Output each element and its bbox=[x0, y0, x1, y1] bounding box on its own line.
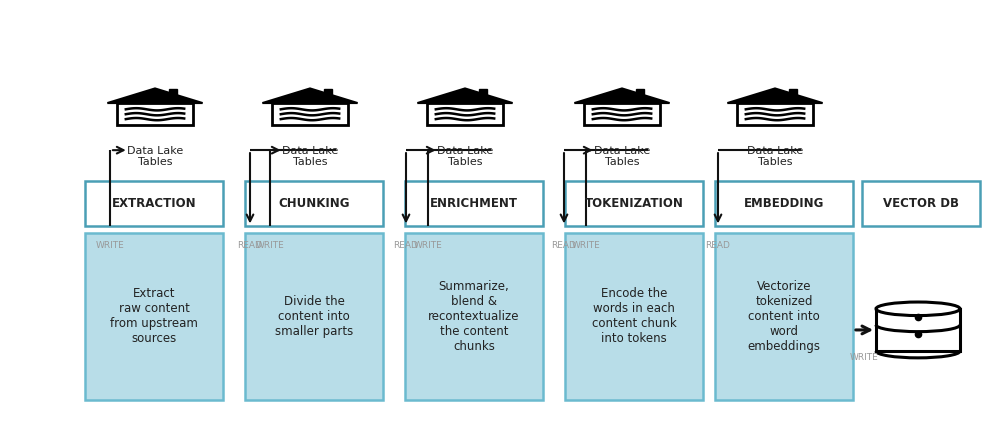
Bar bbox=[272, 103, 348, 125]
Polygon shape bbox=[574, 88, 670, 103]
Text: READ: READ bbox=[394, 241, 418, 250]
Text: Data Lake
Tables: Data Lake Tables bbox=[437, 146, 493, 167]
Text: ENRICHMENT: ENRICHMENT bbox=[430, 197, 518, 210]
Text: Encode the
words in each
content chunk
into tokens: Encode the words in each content chunk i… bbox=[592, 287, 676, 345]
FancyBboxPatch shape bbox=[405, 181, 543, 226]
Text: READ: READ bbox=[552, 241, 576, 250]
Text: Summarize,
blend &
recontextualize
the content
chunks: Summarize, blend & recontextualize the c… bbox=[428, 280, 520, 353]
FancyBboxPatch shape bbox=[85, 181, 223, 226]
Bar bbox=[876, 309, 960, 351]
Text: READ: READ bbox=[238, 241, 262, 250]
Text: Data Lake
Tables: Data Lake Tables bbox=[594, 146, 650, 167]
Text: Data Lake
Tables: Data Lake Tables bbox=[282, 146, 338, 167]
Bar bbox=[636, 89, 644, 97]
Ellipse shape bbox=[876, 302, 960, 316]
Bar bbox=[117, 103, 193, 125]
Bar bbox=[324, 89, 332, 97]
Polygon shape bbox=[262, 88, 358, 103]
Text: Vectorize
tokenized
content into
word
embeddings: Vectorize tokenized content into word em… bbox=[748, 280, 820, 353]
Text: EMBEDDING: EMBEDDING bbox=[744, 197, 824, 210]
Text: Data Lake
Tables: Data Lake Tables bbox=[747, 146, 803, 167]
Polygon shape bbox=[727, 88, 823, 103]
FancyBboxPatch shape bbox=[405, 233, 543, 400]
Bar bbox=[427, 103, 503, 125]
FancyBboxPatch shape bbox=[245, 233, 383, 400]
Bar bbox=[169, 89, 177, 97]
Text: TOKENIZATION: TOKENIZATION bbox=[585, 197, 683, 210]
Text: WRITE: WRITE bbox=[96, 241, 124, 250]
Text: Divide the
content into
smaller parts: Divide the content into smaller parts bbox=[275, 295, 353, 338]
Polygon shape bbox=[107, 88, 203, 103]
FancyBboxPatch shape bbox=[85, 233, 223, 400]
Text: WRITE: WRITE bbox=[572, 241, 600, 250]
Text: WRITE: WRITE bbox=[414, 241, 442, 250]
Text: VECTOR DB: VECTOR DB bbox=[883, 197, 959, 210]
Text: EXTRACTION: EXTRACTION bbox=[112, 197, 196, 210]
Bar bbox=[737, 103, 813, 125]
FancyBboxPatch shape bbox=[715, 233, 853, 400]
Bar bbox=[584, 103, 660, 125]
Text: WRITE: WRITE bbox=[850, 353, 879, 362]
Bar bbox=[479, 89, 487, 97]
Polygon shape bbox=[417, 88, 513, 103]
FancyBboxPatch shape bbox=[715, 181, 853, 226]
FancyBboxPatch shape bbox=[565, 233, 703, 400]
Text: READ: READ bbox=[706, 241, 730, 250]
FancyBboxPatch shape bbox=[565, 181, 703, 226]
Text: Data Lake
Tables: Data Lake Tables bbox=[127, 146, 183, 167]
Text: CHUNKING: CHUNKING bbox=[278, 197, 350, 210]
FancyBboxPatch shape bbox=[862, 181, 980, 226]
Bar bbox=[789, 89, 797, 97]
Text: WRITE: WRITE bbox=[256, 241, 284, 250]
FancyBboxPatch shape bbox=[245, 181, 383, 226]
Text: Extract
raw content
from upstream
sources: Extract raw content from upstream source… bbox=[110, 287, 198, 345]
